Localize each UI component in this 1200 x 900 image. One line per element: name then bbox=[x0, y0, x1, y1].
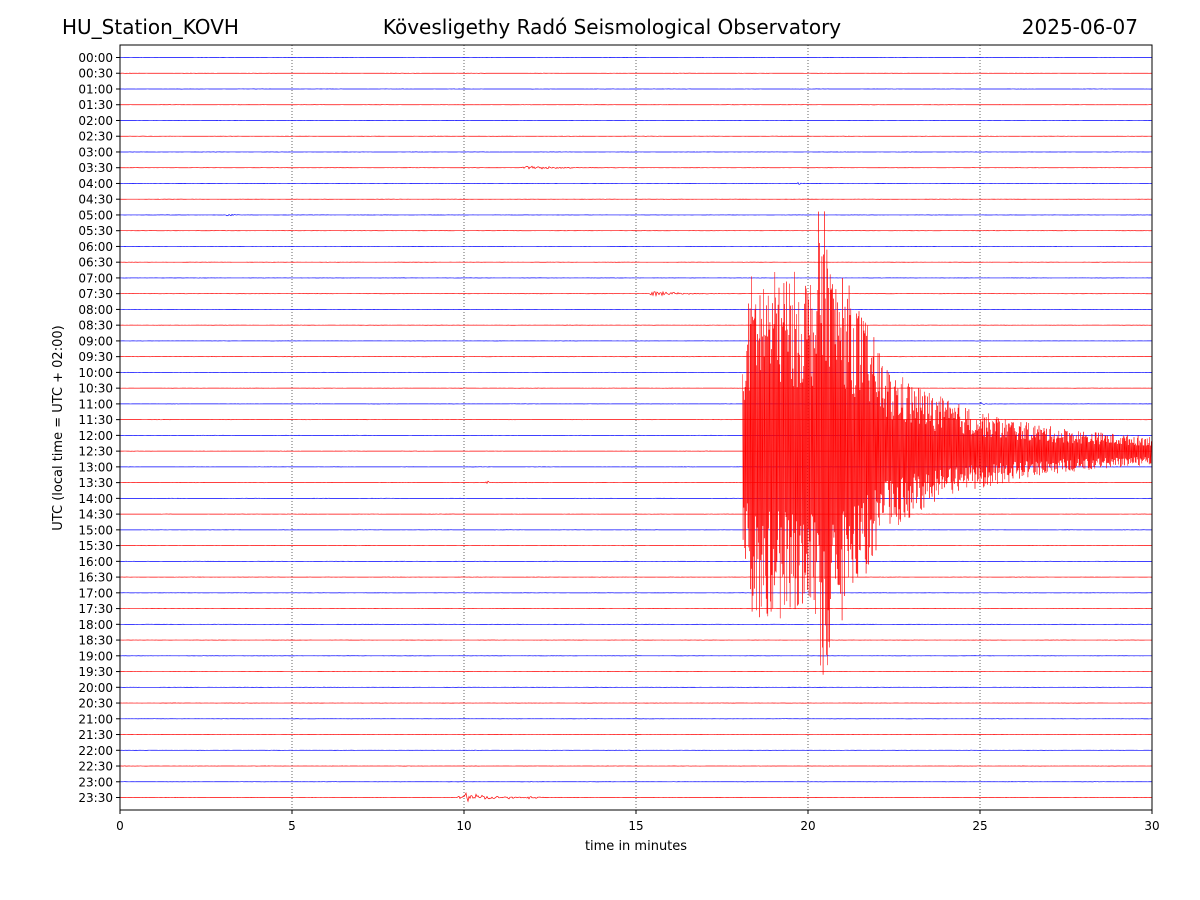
y-tick-label: 16:30 bbox=[78, 571, 113, 585]
y-tick-label: 20:30 bbox=[78, 697, 113, 711]
y-tick-label: 03:00 bbox=[78, 145, 113, 159]
trace-2330 bbox=[119, 791, 1153, 803]
y-tick-label: 11:00 bbox=[78, 397, 113, 411]
y-tick-label: 17:30 bbox=[78, 602, 113, 616]
y-tick-label: 09:00 bbox=[78, 334, 113, 348]
y-tick-label: 14:30 bbox=[78, 508, 113, 522]
y-tick-label: 19:30 bbox=[78, 665, 113, 679]
y-tick-label: 10:00 bbox=[78, 366, 113, 380]
y-tick-label: 12:30 bbox=[78, 445, 113, 459]
station-name: HU_Station_KOVH bbox=[62, 15, 239, 39]
y-tick-label: 21:30 bbox=[78, 728, 113, 742]
y-tick-label: 22:30 bbox=[78, 760, 113, 774]
y-tick-label: 16:00 bbox=[78, 555, 113, 569]
y-tick-label: 01:30 bbox=[78, 98, 113, 112]
y-tick-label: 13:00 bbox=[78, 460, 113, 474]
y-tick-label: 20:00 bbox=[78, 681, 113, 695]
y-tick-label: 14:00 bbox=[78, 492, 113, 506]
y-tick-label: 18:30 bbox=[78, 634, 113, 648]
y-tick-label: 05:00 bbox=[78, 208, 113, 222]
x-tick-label: 0 bbox=[116, 819, 124, 833]
y-tick-label: 12:00 bbox=[78, 429, 113, 443]
y-tick-label: 00:00 bbox=[78, 51, 113, 65]
y-tick-label: 22:00 bbox=[78, 744, 113, 758]
y-tick-label: 21:00 bbox=[78, 712, 113, 726]
y-tick-label: 23:00 bbox=[78, 775, 113, 789]
y-tick-label: 15:00 bbox=[78, 523, 113, 537]
y-tick-label: 23:30 bbox=[78, 791, 113, 805]
y-tick-label: 07:00 bbox=[78, 271, 113, 285]
trace-0730 bbox=[119, 290, 1152, 298]
y-tick-label: 10:30 bbox=[78, 382, 113, 396]
x-tick-label: 25 bbox=[972, 819, 987, 833]
y-tick-label: 11:30 bbox=[78, 413, 113, 427]
trace-layer bbox=[119, 56, 1153, 803]
chart-date: 2025-06-07 bbox=[1021, 15, 1138, 39]
y-tick-label: 04:00 bbox=[78, 177, 113, 191]
y-tick-label: 13:30 bbox=[78, 476, 113, 490]
y-tick-label: 00:30 bbox=[78, 67, 113, 81]
trace-0330 bbox=[119, 165, 1153, 170]
y-tick-label: 08:30 bbox=[78, 319, 113, 333]
y-tick-label: 09:30 bbox=[78, 350, 113, 364]
y-tick-label: 08:00 bbox=[78, 303, 113, 317]
y-axis-label: UTC (local time = UTC + 02:00) bbox=[51, 325, 66, 530]
y-tick-label: 17:00 bbox=[78, 586, 113, 600]
y-tick-label: 02:30 bbox=[78, 130, 113, 144]
y-tick-label: 05:30 bbox=[78, 224, 113, 238]
y-tick-label: 06:00 bbox=[78, 240, 113, 254]
y-tick-label: 06:30 bbox=[78, 256, 113, 270]
y-tick-label: 04:30 bbox=[78, 193, 113, 207]
observatory-title: Kövesligethy Radó Seismological Observat… bbox=[382, 15, 842, 39]
x-tick-label: 10 bbox=[456, 819, 471, 833]
main-event-trace bbox=[742, 211, 1152, 675]
y-tick-label: 07:30 bbox=[78, 287, 113, 301]
y-tick-label: 02:00 bbox=[78, 114, 113, 128]
x-axis: 0 5 10 15 20 25 30 bbox=[116, 810, 1160, 833]
trace-1100 bbox=[119, 401, 1153, 405]
trace-0400 bbox=[119, 182, 1153, 185]
grid-lines bbox=[291, 45, 981, 810]
x-tick-label: 30 bbox=[1144, 819, 1159, 833]
trace-0500 bbox=[119, 213, 1153, 217]
x-tick-label: 5 bbox=[288, 819, 296, 833]
x-tick-label: 15 bbox=[628, 819, 643, 833]
y-tick-label: 03:30 bbox=[78, 161, 113, 175]
x-tick-label: 20 bbox=[800, 819, 815, 833]
y-tick-label: 15:30 bbox=[78, 539, 113, 553]
y-tick-label: 01:00 bbox=[78, 82, 113, 96]
y-tick-label: 19:00 bbox=[78, 649, 113, 663]
y-tick-label: 18:00 bbox=[78, 618, 113, 632]
x-axis-label: time in minutes bbox=[585, 839, 687, 854]
